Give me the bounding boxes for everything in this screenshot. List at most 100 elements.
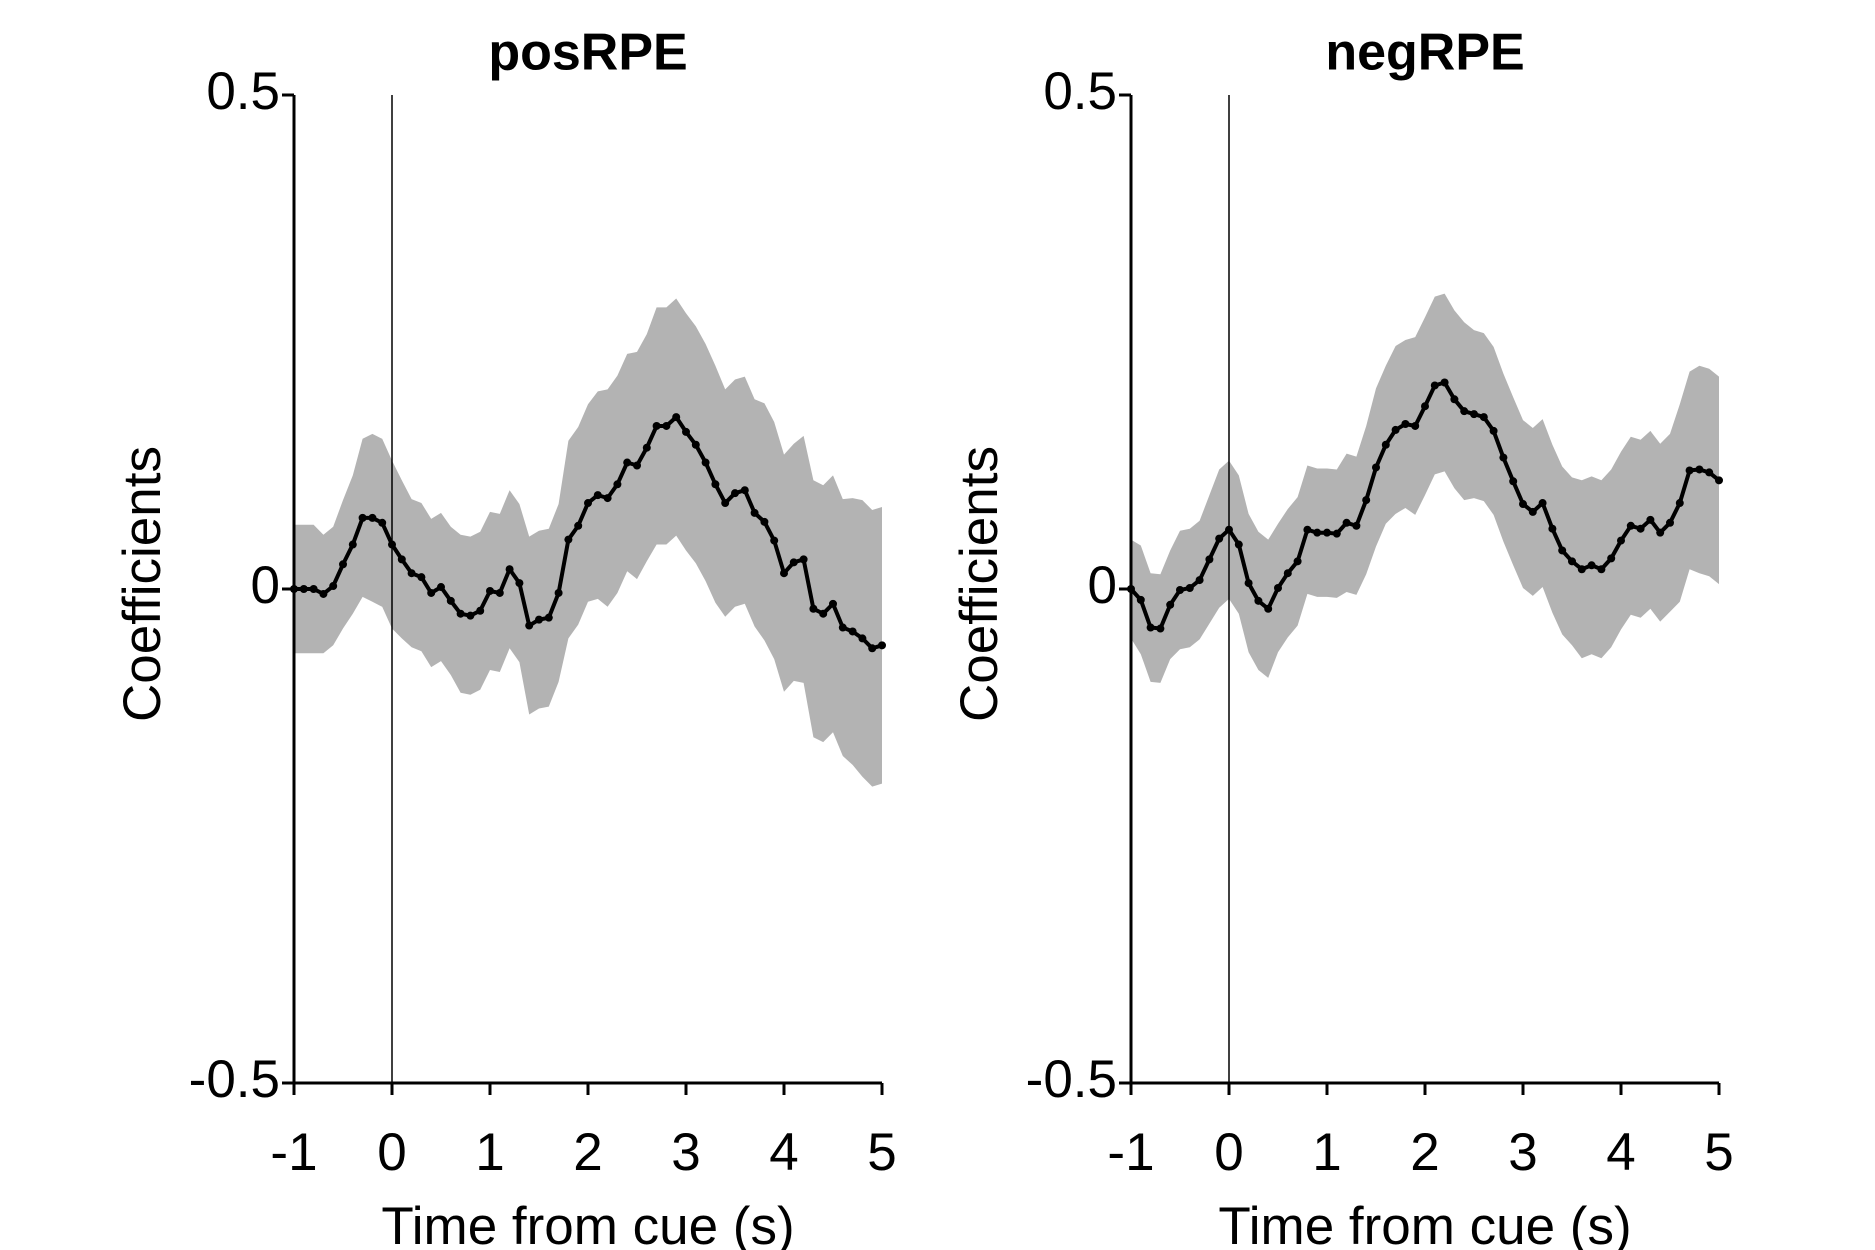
data-point bbox=[1509, 477, 1518, 486]
data-point bbox=[1244, 579, 1253, 588]
error-band bbox=[1131, 293, 1719, 683]
x-axis-label: Time from cue (s) bbox=[1218, 1197, 1631, 1250]
data-point bbox=[564, 535, 573, 544]
data-point bbox=[740, 486, 749, 495]
data-point bbox=[309, 585, 318, 593]
data-point bbox=[1293, 557, 1302, 566]
x-tick-label: 0 bbox=[1214, 1123, 1243, 1182]
data-point bbox=[1666, 518, 1674, 527]
data-point bbox=[642, 443, 651, 452]
data-point bbox=[397, 555, 406, 564]
data-point bbox=[515, 579, 524, 588]
data-point bbox=[319, 589, 328, 598]
data-point bbox=[878, 641, 886, 650]
data-point bbox=[378, 518, 387, 527]
data-point bbox=[760, 517, 769, 526]
data-point bbox=[1166, 600, 1175, 609]
error-band bbox=[294, 298, 882, 787]
data-point bbox=[1195, 576, 1204, 585]
data-point bbox=[554, 588, 563, 597]
data-point bbox=[1470, 410, 1478, 419]
data-point bbox=[407, 569, 416, 578]
data-point bbox=[1528, 507, 1537, 516]
data-point bbox=[1332, 529, 1341, 538]
data-point bbox=[701, 458, 710, 467]
data-point bbox=[358, 513, 367, 522]
data-point bbox=[1538, 499, 1547, 508]
x-tick-label: 2 bbox=[1410, 1123, 1439, 1182]
data-point bbox=[662, 421, 671, 430]
data-point bbox=[437, 583, 445, 592]
data-point bbox=[1323, 528, 1331, 537]
data-point bbox=[682, 427, 690, 436]
data-point bbox=[731, 489, 739, 498]
data-point bbox=[1391, 425, 1400, 434]
data-point bbox=[613, 480, 622, 489]
data-point bbox=[1597, 565, 1606, 574]
data-point bbox=[1205, 555, 1214, 564]
data-point bbox=[1381, 440, 1390, 449]
data-point bbox=[525, 621, 534, 630]
data-point bbox=[1675, 499, 1684, 508]
data-point bbox=[1656, 528, 1665, 537]
data-point bbox=[593, 491, 602, 500]
data-point bbox=[1499, 453, 1508, 462]
data-point bbox=[652, 421, 661, 430]
data-point bbox=[466, 611, 475, 620]
data-point bbox=[1362, 496, 1371, 505]
x-tick-label: 3 bbox=[1508, 1123, 1537, 1182]
data-point bbox=[495, 588, 504, 597]
x-tick-label: 3 bbox=[671, 1123, 700, 1182]
data-point bbox=[329, 582, 338, 591]
data-point bbox=[1401, 420, 1410, 429]
x-tick-label: 5 bbox=[1704, 1123, 1733, 1182]
data-point bbox=[1636, 524, 1645, 533]
data-point bbox=[721, 499, 730, 508]
data-point bbox=[789, 558, 798, 567]
x-tick-label: 5 bbox=[867, 1123, 896, 1182]
data-point bbox=[1283, 569, 1292, 578]
data-point bbox=[299, 585, 308, 593]
data-point bbox=[633, 461, 641, 470]
data-point bbox=[1215, 534, 1224, 543]
data-point bbox=[456, 609, 465, 618]
data-point bbox=[544, 613, 553, 622]
data-point bbox=[348, 540, 357, 549]
data-point bbox=[1411, 421, 1420, 430]
data-point bbox=[1136, 595, 1145, 604]
y-axis-label: Coefficients bbox=[113, 446, 172, 722]
y-tick-label: 0 bbox=[251, 556, 280, 615]
data-point bbox=[780, 569, 788, 578]
data-point bbox=[476, 606, 485, 615]
data-point bbox=[1450, 395, 1459, 404]
data-point bbox=[1519, 500, 1527, 509]
data-point bbox=[1617, 536, 1625, 545]
data-point bbox=[1421, 402, 1429, 411]
data-point bbox=[574, 521, 583, 530]
data-point bbox=[1568, 557, 1576, 566]
data-point bbox=[1558, 546, 1567, 555]
data-point bbox=[858, 634, 867, 643]
data-point bbox=[1489, 426, 1498, 435]
data-point bbox=[711, 480, 720, 489]
data-point bbox=[623, 458, 632, 467]
data-point bbox=[1372, 463, 1380, 472]
data-point bbox=[1626, 521, 1635, 530]
data-point bbox=[868, 644, 877, 653]
x-tick-label: -1 bbox=[270, 1123, 317, 1182]
x-tick-label: 2 bbox=[573, 1123, 602, 1182]
x-tick-label: 4 bbox=[769, 1123, 798, 1182]
data-point bbox=[535, 615, 543, 624]
data-point bbox=[1430, 381, 1439, 390]
data-point bbox=[339, 560, 347, 569]
data-point bbox=[1577, 565, 1586, 574]
data-point bbox=[1460, 407, 1469, 416]
data-point bbox=[1646, 515, 1655, 524]
x-tick-label: 0 bbox=[377, 1123, 406, 1182]
data-point bbox=[505, 565, 514, 574]
data-point bbox=[1548, 524, 1557, 533]
data-point bbox=[1685, 466, 1694, 475]
data-point bbox=[672, 413, 681, 422]
y-tick-label: 0 bbox=[1088, 556, 1117, 615]
y-axis-label: Coefficients bbox=[950, 446, 1009, 722]
